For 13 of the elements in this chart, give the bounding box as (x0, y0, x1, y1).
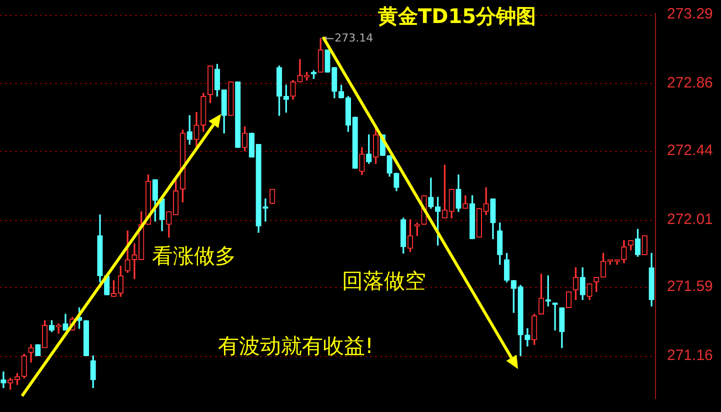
candlestick (0, 371, 6, 388)
annotation: 看涨做多 (152, 244, 236, 268)
annotation: 回落做空 (342, 269, 426, 293)
y-tick-label: 271.16 (667, 346, 713, 364)
y-tick-label: 273.29 (667, 6, 713, 23)
annotation: 273.14 (334, 31, 374, 44)
chart-title: 黄金TD15分钟图 (378, 4, 536, 28)
annotation: 有波动就有收益! (218, 334, 374, 358)
candlestick (132, 243, 138, 280)
y-tick-label: 272.86 (667, 74, 713, 92)
y-tick-label: 272.01 (667, 210, 713, 228)
y-tick-label: 272.44 (667, 142, 713, 159)
y-tick-label: 271.59 (667, 278, 713, 296)
